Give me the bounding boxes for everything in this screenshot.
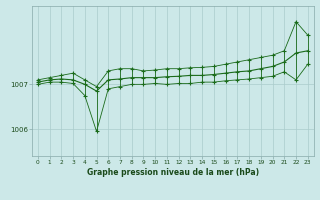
X-axis label: Graphe pression niveau de la mer (hPa): Graphe pression niveau de la mer (hPa) xyxy=(87,168,259,177)
